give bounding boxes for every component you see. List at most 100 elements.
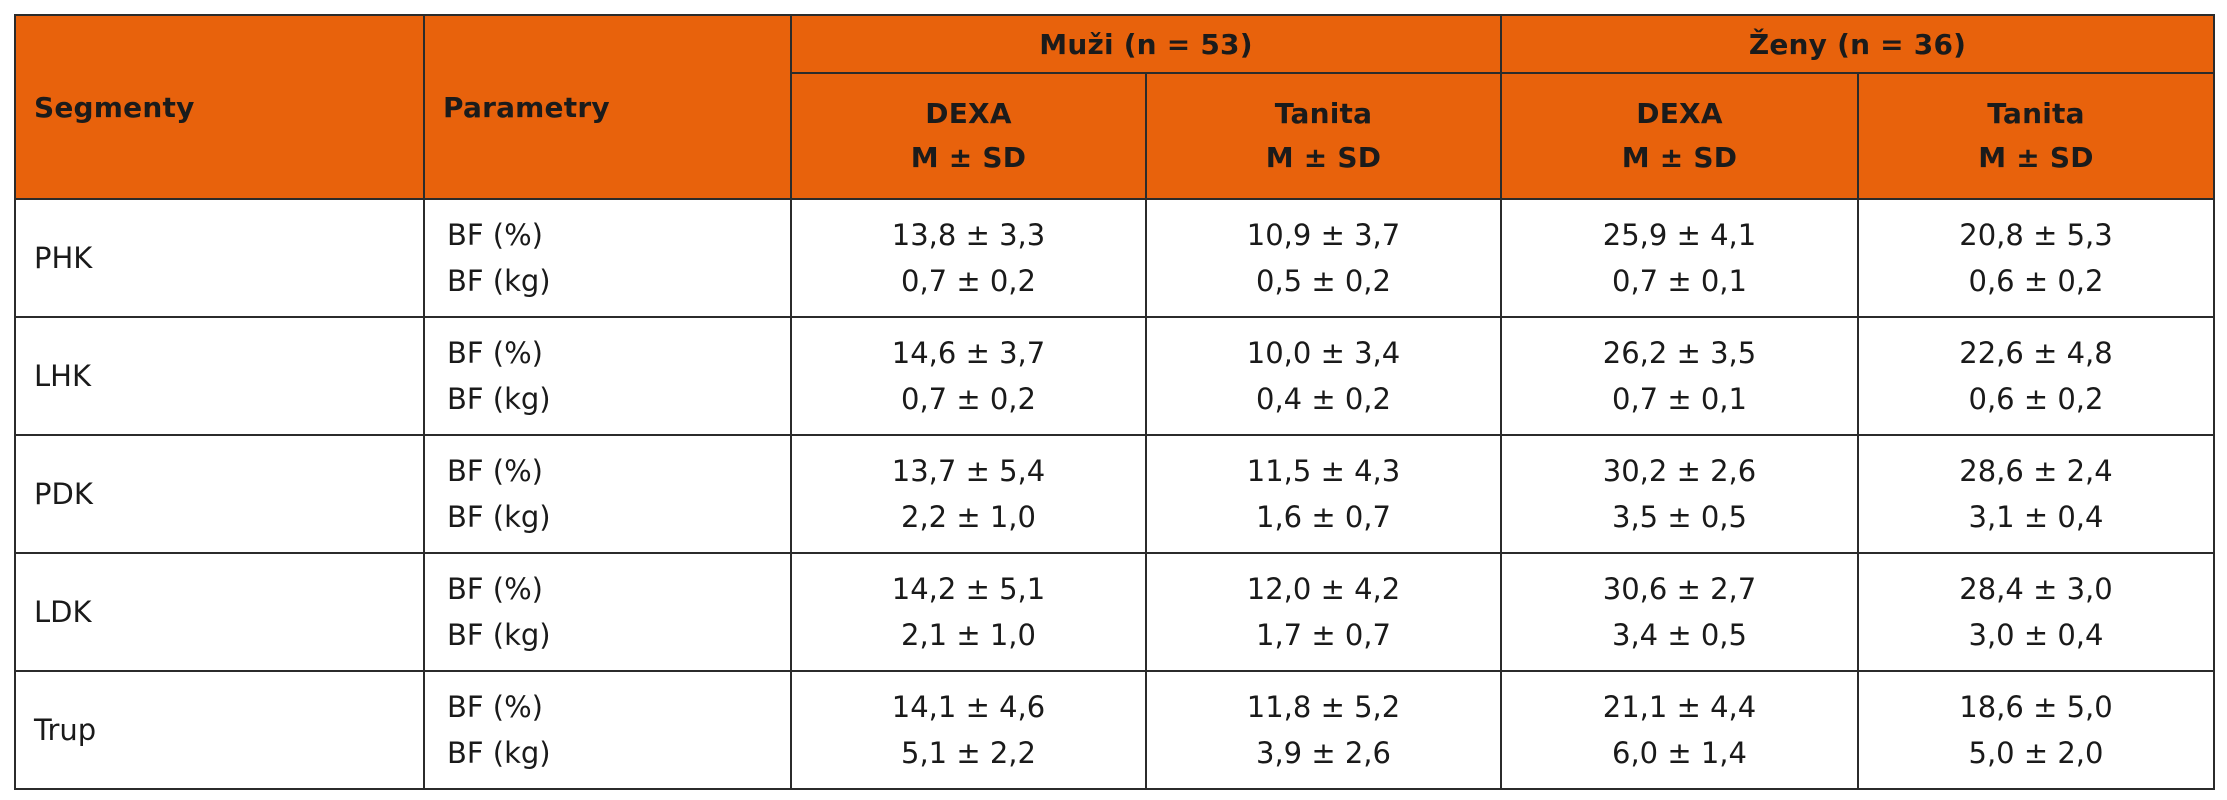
women-dexa-header: DEXA M ± SD bbox=[1500, 72, 1859, 200]
women-dexa-cell: 30,2 ± 2,6 3,5 ± 0,5 bbox=[1500, 434, 1859, 554]
table-row: LDK BF (%) BF (kg) 14,2 ± 5,1 2,1 ± 1,0 … bbox=[14, 552, 2215, 672]
value-kg: 3,0 ± 0,4 bbox=[1968, 618, 2104, 652]
women-tanita-cell: 18,6 ± 5,0 5,0 ± 2,0 bbox=[1857, 670, 2215, 790]
men-dexa-cell: 13,8 ± 3,3 0,7 ± 0,2 bbox=[790, 198, 1147, 318]
segment-cell: LHK bbox=[14, 316, 425, 436]
param-bf-kg: BF (kg) bbox=[447, 618, 551, 652]
value-percent: 28,4 ± 3,0 bbox=[1959, 572, 2113, 606]
value-percent: 25,9 ± 4,1 bbox=[1602, 218, 1757, 252]
value-percent: 10,0 ± 3,4 bbox=[1246, 336, 1401, 370]
segment-cell: Trup bbox=[14, 670, 425, 790]
parameter-cell: BF (%) BF (kg) bbox=[423, 198, 792, 318]
value-percent: 12,0 ± 4,2 bbox=[1246, 572, 1401, 606]
value-percent: 28,6 ± 2,4 bbox=[1959, 454, 2113, 488]
parameter-cell: BF (%) BF (kg) bbox=[423, 670, 792, 790]
segment-cell: PHK bbox=[14, 198, 425, 318]
table-row: PHK BF (%) BF (kg) 13,8 ± 3,3 0,7 ± 0,2 … bbox=[14, 198, 2215, 318]
value-kg: 2,2 ± 1,0 bbox=[901, 500, 1036, 534]
parameters-header: Parametry bbox=[423, 14, 792, 200]
women-group-header: Ženy (n = 36) bbox=[1500, 14, 2215, 74]
param-bf-percent: BF (%) bbox=[447, 218, 543, 252]
table-row: Trup BF (%) BF (kg) 14,1 ± 4,6 5,1 ± 2,2… bbox=[14, 670, 2215, 790]
parameter-cell: BF (%) BF (kg) bbox=[423, 434, 792, 554]
param-bf-percent: BF (%) bbox=[447, 572, 543, 606]
param-bf-kg: BF (kg) bbox=[447, 500, 551, 534]
men-dexa-cell: 14,2 ± 5,1 2,1 ± 1,0 bbox=[790, 552, 1147, 672]
men-tanita-cell: 11,5 ± 4,3 1,6 ± 0,7 bbox=[1145, 434, 1502, 554]
parameter-cell: BF (%) BF (kg) bbox=[423, 316, 792, 436]
table-body: PHK BF (%) BF (kg) 13,8 ± 3,3 0,7 ± 0,2 … bbox=[14, 198, 2215, 790]
value-kg: 1,6 ± 0,7 bbox=[1256, 500, 1391, 534]
value-kg: 0,4 ± 0,2 bbox=[1256, 382, 1391, 416]
value-percent: 13,8 ± 3,3 bbox=[891, 218, 1046, 252]
param-bf-percent: BF (%) bbox=[447, 690, 543, 724]
param-bf-percent: BF (%) bbox=[447, 454, 543, 488]
value-kg: 2,1 ± 1,0 bbox=[901, 618, 1036, 652]
men-dexa-cell: 14,1 ± 4,6 5,1 ± 2,2 bbox=[790, 670, 1147, 790]
value-kg: 3,4 ± 0,5 bbox=[1612, 618, 1747, 652]
women-tanita-header: Tanita M ± SD bbox=[1857, 72, 2215, 200]
value-kg: 0,5 ± 0,2 bbox=[1256, 264, 1391, 298]
value-percent: 13,7 ± 5,4 bbox=[891, 454, 1046, 488]
value-kg: 6,0 ± 1,4 bbox=[1612, 736, 1747, 770]
value-kg: 3,1 ± 0,4 bbox=[1968, 500, 2104, 534]
value-kg: 1,7 ± 0,7 bbox=[1256, 618, 1391, 652]
segment-cell: LDK bbox=[14, 552, 425, 672]
women-dexa-cell: 30,6 ± 2,7 3,4 ± 0,5 bbox=[1500, 552, 1859, 672]
method-label: DEXA bbox=[1636, 97, 1723, 130]
men-dexa-cell: 14,6 ± 3,7 0,7 ± 0,2 bbox=[790, 316, 1147, 436]
segments-header: Segmenty bbox=[14, 14, 425, 200]
value-kg: 0,7 ± 0,1 bbox=[1612, 264, 1747, 298]
stat-label: M ± SD bbox=[1265, 141, 1382, 174]
women-tanita-cell: 28,6 ± 2,4 3,1 ± 0,4 bbox=[1857, 434, 2215, 554]
param-bf-kg: BF (kg) bbox=[447, 382, 551, 416]
women-tanita-cell: 20,8 ± 5,3 0,6 ± 0,2 bbox=[1857, 198, 2215, 318]
value-percent: 10,9 ± 3,7 bbox=[1246, 218, 1401, 252]
table-row: PDK BF (%) BF (kg) 13,7 ± 5,4 2,2 ± 1,0 … bbox=[14, 434, 2215, 554]
men-dexa-cell: 13,7 ± 5,4 2,2 ± 1,0 bbox=[790, 434, 1147, 554]
men-tanita-cell: 12,0 ± 4,2 1,7 ± 0,7 bbox=[1145, 552, 1502, 672]
men-tanita-cell: 11,8 ± 5,2 3,9 ± 2,6 bbox=[1145, 670, 1502, 790]
value-kg: 0,7 ± 0,2 bbox=[901, 382, 1036, 416]
value-percent: 30,6 ± 2,7 bbox=[1602, 572, 1757, 606]
value-percent: 18,6 ± 5,0 bbox=[1959, 690, 2113, 724]
value-kg: 3,5 ± 0,5 bbox=[1612, 500, 1747, 534]
value-kg: 5,0 ± 2,0 bbox=[1968, 736, 2104, 770]
value-percent: 26,2 ± 3,5 bbox=[1602, 336, 1757, 370]
value-percent: 11,5 ± 4,3 bbox=[1246, 454, 1401, 488]
value-percent: 21,1 ± 4,4 bbox=[1602, 690, 1757, 724]
method-label: DEXA bbox=[925, 97, 1012, 130]
value-kg: 0,7 ± 0,1 bbox=[1612, 382, 1747, 416]
value-kg: 5,1 ± 2,2 bbox=[901, 736, 1036, 770]
value-percent: 20,8 ± 5,3 bbox=[1959, 218, 2113, 252]
women-dexa-cell: 25,9 ± 4,1 0,7 ± 0,1 bbox=[1500, 198, 1859, 318]
men-group-header: Muži (n = 53) bbox=[790, 14, 1502, 74]
table-row: LHK BF (%) BF (kg) 14,6 ± 3,7 0,7 ± 0,2 … bbox=[14, 316, 2215, 436]
stat-label: M ± SD bbox=[910, 141, 1027, 174]
method-label: Tanita bbox=[1987, 97, 2085, 130]
param-bf-percent: BF (%) bbox=[447, 336, 543, 370]
value-percent: 30,2 ± 2,6 bbox=[1602, 454, 1757, 488]
value-percent: 22,6 ± 4,8 bbox=[1959, 336, 2113, 370]
table-container: Segmenty Parametry Muži (n = 53) Ženy (n… bbox=[14, 14, 2215, 790]
men-tanita-cell: 10,9 ± 3,7 0,5 ± 0,2 bbox=[1145, 198, 1502, 318]
value-kg: 0,7 ± 0,2 bbox=[901, 264, 1036, 298]
value-kg: 3,9 ± 2,6 bbox=[1256, 736, 1391, 770]
method-label: Tanita bbox=[1274, 97, 1373, 130]
body-fat-comparison-table: Segmenty Parametry Muži (n = 53) Ženy (n… bbox=[14, 14, 2215, 790]
stat-label: M ± SD bbox=[1978, 141, 2094, 174]
women-tanita-cell: 22,6 ± 4,8 0,6 ± 0,2 bbox=[1857, 316, 2215, 436]
men-dexa-header: DEXA M ± SD bbox=[790, 72, 1147, 200]
table-header: Segmenty Parametry Muži (n = 53) Ženy (n… bbox=[14, 14, 2215, 200]
param-bf-kg: BF (kg) bbox=[447, 264, 551, 298]
value-kg: 0,6 ± 0,2 bbox=[1968, 382, 2104, 416]
param-bf-kg: BF (kg) bbox=[447, 736, 551, 770]
value-percent: 11,8 ± 5,2 bbox=[1246, 690, 1401, 724]
men-tanita-cell: 10,0 ± 3,4 0,4 ± 0,2 bbox=[1145, 316, 1502, 436]
value-percent: 14,2 ± 5,1 bbox=[891, 572, 1046, 606]
parameter-cell: BF (%) BF (kg) bbox=[423, 552, 792, 672]
value-percent: 14,6 ± 3,7 bbox=[891, 336, 1046, 370]
value-percent: 14,1 ± 4,6 bbox=[891, 690, 1046, 724]
stat-label: M ± SD bbox=[1621, 141, 1738, 174]
women-tanita-cell: 28,4 ± 3,0 3,0 ± 0,4 bbox=[1857, 552, 2215, 672]
